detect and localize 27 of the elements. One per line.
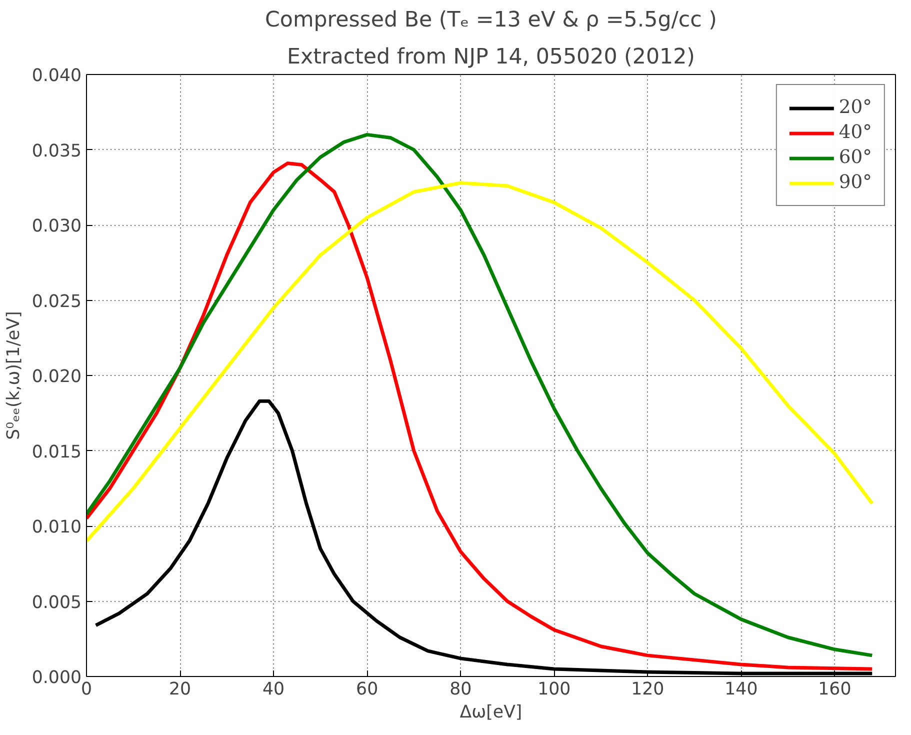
x-axis-title: Δω[eV] <box>460 702 522 722</box>
y-tick-label: 0.020 <box>32 367 82 387</box>
x-tick-label: 0 <box>80 680 92 700</box>
y-tick-label: 0.040 <box>32 66 82 86</box>
y-tick-label: 0.025 <box>32 292 82 312</box>
x-tick-label: 140 <box>724 680 758 700</box>
y-tick-label: 0.005 <box>32 592 82 613</box>
chart-subtitle: Extracted from NJP 14, 055020 (2012) <box>287 44 695 70</box>
x-tick-label: 20 <box>169 680 192 700</box>
legend-label: 90° <box>838 172 872 193</box>
y-tick-label: 0.030 <box>32 216 82 236</box>
y-tick-label: 0.015 <box>32 442 82 462</box>
y-tick-label: 0.000 <box>32 668 82 688</box>
line-series <box>94 399 874 676</box>
y-axis-title: S⁰ₑₑ(k,ω)[1/eV] <box>4 311 24 440</box>
y-tick-label: 0.035 <box>32 141 82 162</box>
x-tick-label: 40 <box>262 680 285 700</box>
x-tick-label: 120 <box>631 680 664 700</box>
x-tick-label: 160 <box>818 680 852 700</box>
legend-label: 20° <box>838 97 872 118</box>
legend-label: 60° <box>838 147 872 168</box>
x-tick-label: 60 <box>356 680 378 700</box>
legend-label: 40° <box>838 122 872 143</box>
y-tick-label: 0.010 <box>32 518 82 538</box>
chart-title: Compressed Be (Tₑ =13 eV & ρ =5.5g/cc ) <box>265 8 717 32</box>
x-tick-label: 100 <box>538 680 571 700</box>
x-tick-label: 80 <box>450 680 472 700</box>
